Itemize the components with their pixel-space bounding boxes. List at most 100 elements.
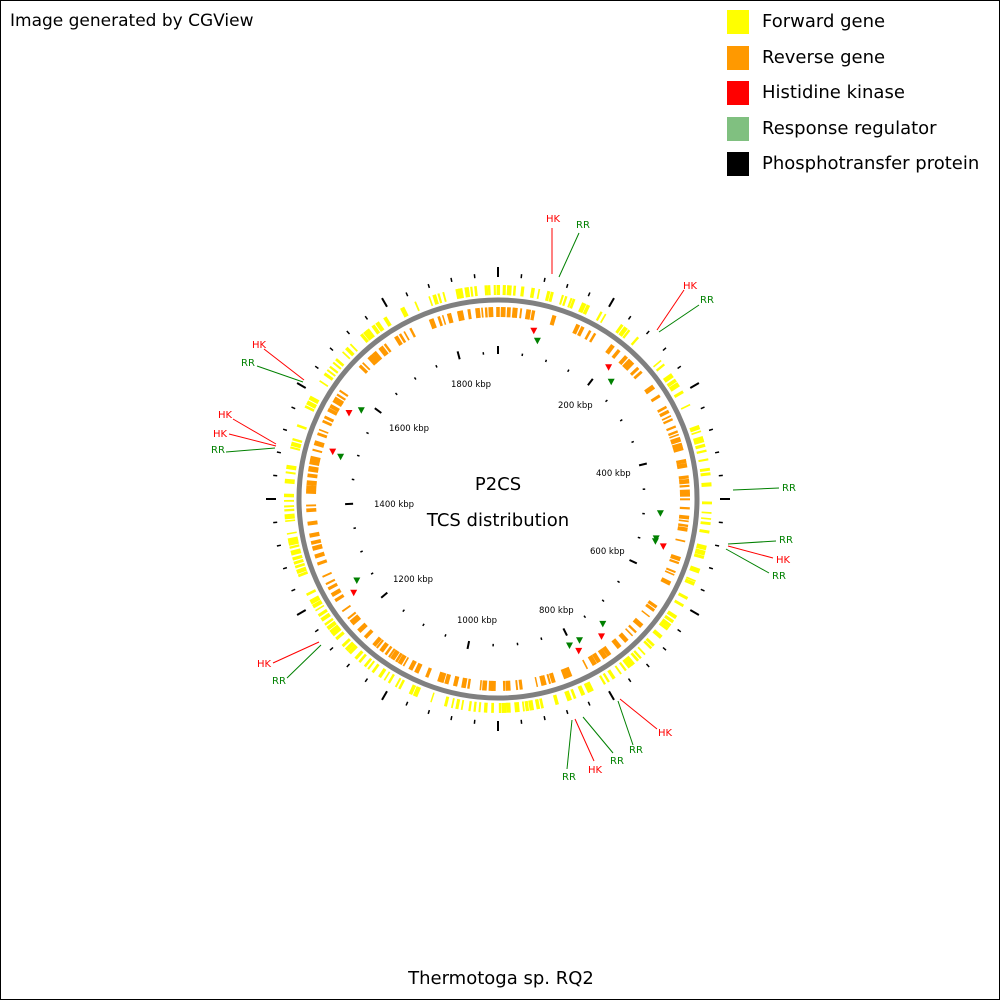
reverse-gene-mark: [332, 397, 344, 408]
legend-swatch-response-regulator: [727, 116, 749, 141]
forward-gene-mark: [288, 539, 299, 546]
forward-gene-mark: [335, 631, 345, 641]
reverse-gene-mark: [618, 355, 628, 366]
reverse-gene-mark: [546, 673, 552, 685]
forward-gene-mark: [430, 692, 435, 703]
reverse-gene-mark: [505, 680, 511, 691]
callout-line: [582, 716, 614, 754]
outer-minor-tick: [427, 709, 431, 715]
inner-minor-tick: [617, 580, 621, 584]
response-regulator-marker: [337, 453, 345, 461]
outer-major-tick: [381, 297, 388, 308]
callout-line: [656, 289, 685, 331]
forward-gene-mark: [534, 698, 541, 710]
forward-gene-mark: [285, 471, 296, 475]
inner-minor-tick: [631, 440, 635, 444]
reverse-gene-mark: [325, 578, 336, 586]
reverse-gene-mark: [316, 559, 328, 566]
inner-major-tick: [374, 407, 382, 414]
inner-major-tick: [456, 351, 461, 360]
forward-gene-mark: [428, 296, 434, 307]
response-regulator-marker: [353, 577, 361, 584]
forward-gene-mark: [383, 316, 392, 327]
reverse-gene-mark: [375, 639, 384, 649]
forward-gene-mark: [615, 323, 624, 334]
forward-gene-mark: [443, 696, 450, 707]
callout-line: [574, 718, 595, 762]
reverse-gene-mark: [679, 506, 690, 510]
forward-gene-mark: [564, 690, 573, 702]
outer-minor-tick: [700, 588, 705, 592]
inner-minor-tick: [422, 623, 425, 627]
reverse-gene-mark: [512, 307, 518, 318]
forward-gene-mark: [701, 517, 712, 520]
reverse-gene-mark: [577, 326, 585, 337]
forward-gene-mark: [329, 624, 340, 634]
reverse-gene-mark: [534, 676, 539, 688]
reverse-gene-mark: [388, 648, 396, 658]
forward-gene-mark: [693, 553, 705, 560]
reverse-gene-mark: [336, 393, 346, 401]
reverse-gene-mark: [628, 624, 637, 634]
inner-minor-tick: [567, 369, 570, 373]
center-title: P2CS: [475, 474, 521, 495]
legend-swatch-reverse-gene: [727, 45, 749, 70]
outer-minor-tick: [587, 701, 591, 706]
forward-gene-mark: [548, 291, 554, 303]
forward-gene-mark: [460, 699, 465, 711]
callout-label-rr: RR: [241, 358, 255, 369]
forward-gene-mark: [633, 650, 642, 660]
forward-gene-mark: [324, 617, 334, 626]
forward-gene-mark: [618, 326, 628, 337]
reverse-gene-mark: [309, 455, 321, 463]
callout-line: [225, 447, 276, 453]
tick-label-1600: 1600 kbp: [389, 424, 429, 434]
forward-gene-mark: [696, 543, 707, 551]
callout-label-hk: HK: [213, 429, 228, 440]
forward-gene-mark: [689, 424, 701, 433]
reverse-gene-mark: [309, 531, 320, 538]
outer-minor-tick: [364, 678, 369, 683]
reverse-gene-mark: [657, 405, 668, 413]
forward-gene-mark: [289, 544, 300, 549]
inner-minor-tick: [366, 431, 369, 435]
forward-gene-mark: [304, 405, 315, 412]
forward-gene-mark: [692, 435, 704, 444]
outer-minor-tick: [291, 406, 296, 410]
inner-minor-tick: [619, 418, 623, 422]
reverse-gene-mark: [624, 360, 635, 371]
tick-labels: 200 kbp 400 kbp 600 kbp 800 kbp 1000 kbp…: [374, 380, 631, 626]
reverse-gene-mark: [306, 485, 317, 491]
reverse-gene-mark: [650, 394, 661, 403]
callout-line: [732, 487, 780, 491]
forward-gene-mark: [354, 650, 364, 660]
inner-tick-marks: [345, 346, 648, 650]
reverse-gene-mark: [564, 666, 573, 678]
forward-gene-mark: [544, 290, 551, 302]
reverse-gene-mark: [605, 343, 615, 355]
forward-gene-mark: [701, 511, 712, 514]
forward-gene-mark: [450, 698, 455, 709]
callout-label-rr: RR: [272, 676, 286, 687]
callout-label-hk: HK: [658, 728, 673, 739]
forward-gene-mark: [363, 330, 373, 341]
forward-gene-mark: [529, 287, 536, 299]
forward-gene-mark: [599, 675, 606, 685]
reverse-gene-mark: [479, 680, 482, 691]
forward-gene-mark: [562, 295, 568, 307]
histidine-kinase-marker: [350, 589, 358, 597]
inner-major-tick: [629, 559, 638, 565]
response-regulator-marker: [576, 637, 583, 644]
inner-minor-tick: [637, 536, 641, 539]
reverse-gene-mark: [678, 475, 689, 480]
inner-minor-tick: [583, 615, 587, 619]
tick-label-400: 400 kbp: [596, 469, 631, 479]
callout-label-hk: HK: [257, 659, 272, 670]
reverse-gene-mark: [663, 418, 674, 425]
reverse-gene-mark: [441, 314, 447, 325]
callout-line: [617, 700, 634, 746]
reverse-gene-mark: [313, 442, 325, 448]
reverse-gene-mark: [390, 649, 400, 661]
reverse-gene-mark: [312, 448, 323, 454]
genome-name: Thermotoga sp. RQ2: [408, 968, 594, 989]
